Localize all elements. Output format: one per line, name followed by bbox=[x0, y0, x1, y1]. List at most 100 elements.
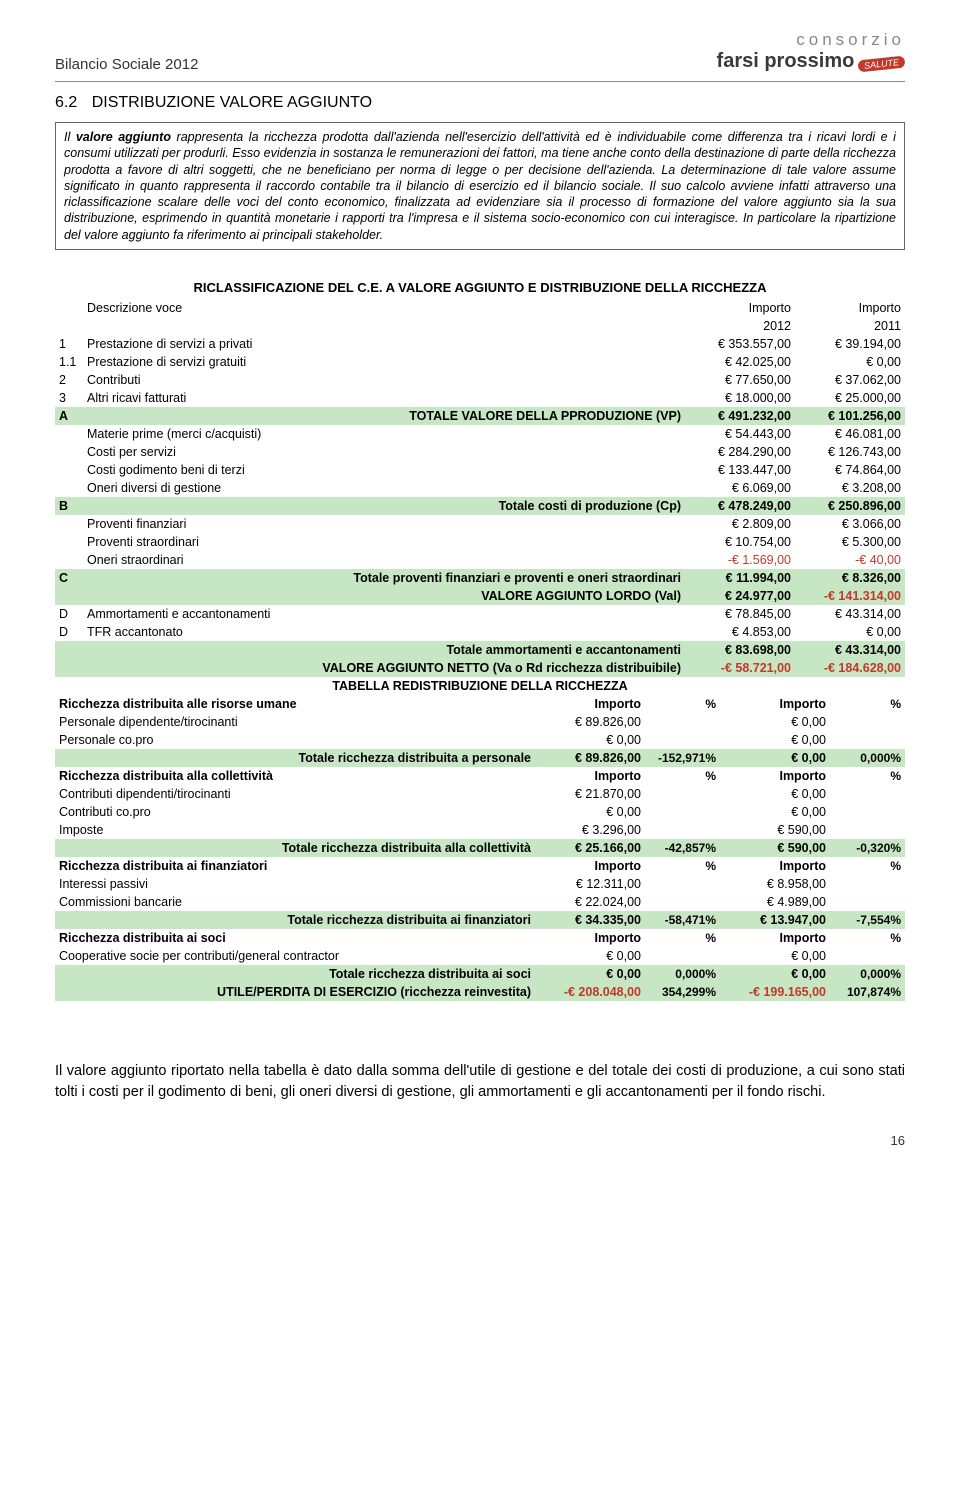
tot-umane: Totale ricchezza distribuita a personale… bbox=[55, 749, 905, 767]
cell-v12: € 133.447,00 bbox=[685, 461, 795, 479]
cell-v11: € 39.194,00 bbox=[795, 335, 905, 353]
cell-idx bbox=[55, 461, 83, 479]
table-redistribuzione: Ricchezza distribuita alle risorse umane… bbox=[55, 695, 905, 1001]
table-row: Personale dipendente/tirocinanti€ 89.826… bbox=[55, 713, 905, 731]
cell-desc: Costi godimento beni di terzi bbox=[83, 461, 685, 479]
cell-p12 bbox=[645, 947, 720, 965]
logo: consorzio farsi prossimo SALUTE bbox=[717, 30, 905, 73]
doc-title: Bilancio Sociale 2012 bbox=[55, 56, 198, 73]
cell-v11: € 46.081,00 bbox=[795, 425, 905, 443]
cell-desc: Totale ricchezza distribuita ai soci bbox=[55, 965, 535, 983]
cell-v12: € 0,00 bbox=[535, 947, 645, 965]
cell-v12: € 18.000,00 bbox=[685, 389, 795, 407]
cell-v12: € 491.232,00 bbox=[685, 407, 795, 425]
cell-v11: € 0,00 bbox=[720, 965, 830, 983]
cell-desc: Altri ricavi fatturati bbox=[83, 389, 685, 407]
cell-p11 bbox=[830, 731, 905, 749]
cell-p11 bbox=[830, 875, 905, 893]
cell-desc: Totale ammortamenti e accantonamenti bbox=[83, 641, 685, 659]
table-row: Oneri diversi di gestione€ 6.069,00€ 3.2… bbox=[55, 479, 905, 497]
table-row: DTFR accantonato€ 4.853,00€ 0,00 bbox=[55, 623, 905, 641]
table-row: Imposte€ 3.296,00€ 590,00 bbox=[55, 821, 905, 839]
cell-p11 bbox=[830, 785, 905, 803]
cell-v11: € 0,00 bbox=[720, 947, 830, 965]
cell-desc: VALORE AGGIUNTO LORDO (Val) bbox=[83, 587, 685, 605]
intro-text: rappresenta la ricchezza prodotta dall'a… bbox=[64, 130, 896, 242]
cell-v11: -€ 199.165,00 bbox=[720, 983, 830, 1001]
tot-coll: Totale ricchezza distribuita alla collet… bbox=[55, 839, 905, 857]
table-header-row: Descrizione voce Importo Importo bbox=[55, 299, 905, 317]
cell-v11: € 8.958,00 bbox=[720, 875, 830, 893]
cell-idx bbox=[55, 515, 83, 533]
cell-v12: € 54.443,00 bbox=[685, 425, 795, 443]
table-row: DAmmortamenti e accantonamenti€ 78.845,0… bbox=[55, 605, 905, 623]
cell-desc: Totale ricchezza distribuita ai finanzia… bbox=[55, 911, 535, 929]
table-row: Cooperative socie per contributi/general… bbox=[55, 947, 905, 965]
cell-v11: € 0,00 bbox=[720, 803, 830, 821]
cell-v12: € 89.826,00 bbox=[535, 749, 645, 767]
cell-label: % bbox=[830, 695, 905, 713]
cell-v11: € 3.066,00 bbox=[795, 515, 905, 533]
cell-label: % bbox=[645, 929, 720, 947]
cell-v12: € 77.650,00 bbox=[685, 371, 795, 389]
cell-p12 bbox=[645, 713, 720, 731]
cell-v11: € 101.256,00 bbox=[795, 407, 905, 425]
cell-desc: Commissioni bancarie bbox=[55, 893, 535, 911]
cell-desc: Ricchezza distribuita ai finanziatori bbox=[55, 857, 535, 875]
cell-desc: Proventi straordinari bbox=[83, 533, 685, 551]
cell-p12 bbox=[645, 731, 720, 749]
table-row: Materie prime (merci c/acquisti)€ 54.443… bbox=[55, 425, 905, 443]
cell-p11 bbox=[830, 893, 905, 911]
cell-desc: Prestazione di servizi gratuiti bbox=[83, 353, 685, 371]
cell-p11 bbox=[830, 713, 905, 731]
page-header: Bilancio Sociale 2012 consorzio farsi pr… bbox=[55, 30, 905, 73]
cell-p12: -42,857% bbox=[645, 839, 720, 857]
cell-desc: Personale co.pro bbox=[55, 731, 535, 749]
cell-idx bbox=[55, 443, 83, 461]
cell-v11: € 43.314,00 bbox=[795, 605, 905, 623]
cell-label: Importo bbox=[535, 767, 645, 785]
cell-idx bbox=[55, 551, 83, 569]
cell-idx: B bbox=[55, 497, 83, 515]
cell-v12: € 4.853,00 bbox=[685, 623, 795, 641]
cell-desc: Contributi dipendenti/tirocinanti bbox=[55, 785, 535, 803]
page-number: 16 bbox=[55, 1133, 905, 1148]
section-coll-head: Ricchezza distribuita alla collettività … bbox=[55, 767, 905, 785]
row-val-netto: VALORE AGGIUNTO NETTO (Va o Rd ricchezza… bbox=[55, 659, 905, 677]
cell-v11: € 0,00 bbox=[720, 749, 830, 767]
cell-v11: € 590,00 bbox=[720, 821, 830, 839]
cell-p11: -7,554% bbox=[830, 911, 905, 929]
cell-v12: € 89.826,00 bbox=[535, 713, 645, 731]
cell-p12 bbox=[645, 821, 720, 839]
section-heading: 6.2 DISTRIBUZIONE VALORE AGGIUNTO bbox=[55, 94, 905, 112]
row-total-D: Totale ammortamenti e accantonamenti € 8… bbox=[55, 641, 905, 659]
cell-p12 bbox=[645, 875, 720, 893]
table-row: 2Contributi€ 77.650,00€ 37.062,00 bbox=[55, 371, 905, 389]
section-fin-head: Ricchezza distribuita ai finanziatori Im… bbox=[55, 857, 905, 875]
cell-v12: -€ 208.048,00 bbox=[535, 983, 645, 1001]
table-riclassificazione: Descrizione voce Importo Importo 2012 20… bbox=[55, 299, 905, 695]
cell-v11: € 13.947,00 bbox=[720, 911, 830, 929]
cell-v11: € 25.000,00 bbox=[795, 389, 905, 407]
cell-p11 bbox=[830, 947, 905, 965]
cell-v12: € 42.025,00 bbox=[685, 353, 795, 371]
cell-v12: € 3.296,00 bbox=[535, 821, 645, 839]
cell-desc: Contributi bbox=[83, 371, 685, 389]
header-divider bbox=[55, 81, 905, 82]
cell-label: Importo bbox=[535, 695, 645, 713]
table-row: Costi godimento beni di terzi€ 133.447,0… bbox=[55, 461, 905, 479]
cell-v12: € 25.166,00 bbox=[535, 839, 645, 857]
cell-v11: € 0,00 bbox=[720, 713, 830, 731]
cell-p11: 0,000% bbox=[830, 749, 905, 767]
cell-p12: 354,299% bbox=[645, 983, 720, 1001]
footer-paragraph: Il valore aggiunto riportato nella tabel… bbox=[55, 1061, 905, 1103]
cell-desc: Ammortamenti e accantonamenti bbox=[83, 605, 685, 623]
table-row: Personale co.pro€ 0,00€ 0,00 bbox=[55, 731, 905, 749]
cell-idx bbox=[55, 479, 83, 497]
cell-label: Importo bbox=[535, 857, 645, 875]
cell-p11 bbox=[830, 803, 905, 821]
cell-label: % bbox=[830, 857, 905, 875]
cell-desc: Oneri straordinari bbox=[83, 551, 685, 569]
table-row: 1Prestazione di servizi a privati€ 353.5… bbox=[55, 335, 905, 353]
cell-p12: -152,971% bbox=[645, 749, 720, 767]
